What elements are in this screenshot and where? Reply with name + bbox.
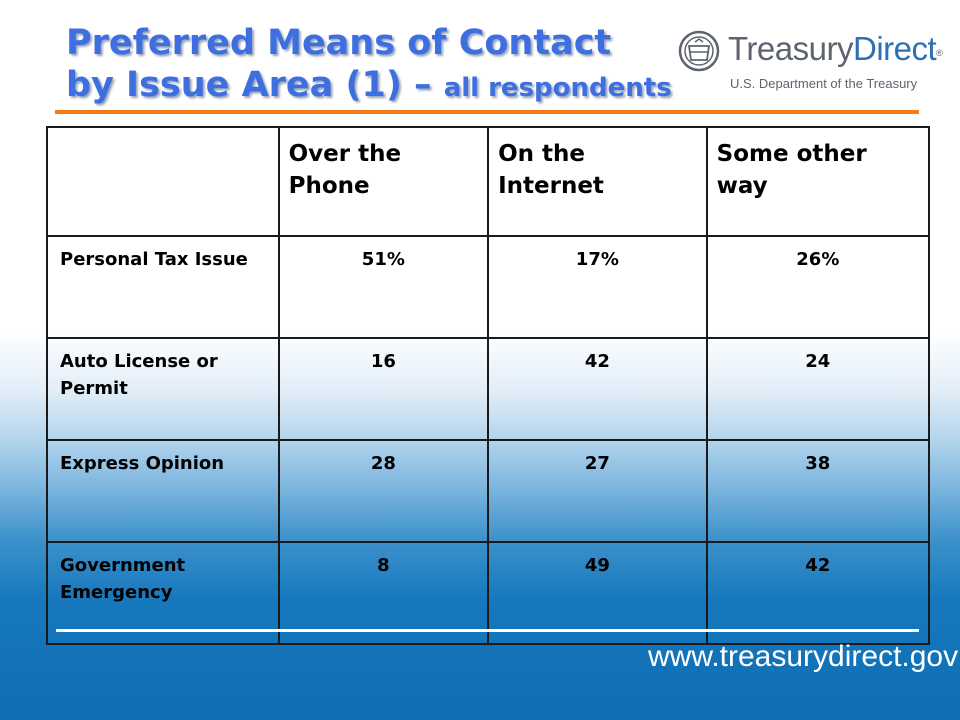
cell-value: 27 [487, 439, 708, 543]
row-label: Auto License or Permit [46, 337, 280, 441]
logo-trademark: ® [936, 48, 943, 58]
title-line-1: Preferred Means of Contact [66, 23, 612, 63]
cell-value: 16 [277, 337, 490, 441]
cell-value: 28 [277, 439, 490, 543]
treasury-seal-icon [678, 30, 720, 72]
row-label: Personal Tax Issue [46, 235, 280, 339]
footer-url[interactable]: www.treasurydirect.gov [648, 640, 959, 673]
cell-value: 26% [705, 235, 931, 339]
logo-subtitle: U.S. Department of the Treasury [730, 76, 918, 91]
header-over-the-phone: Over the Phone [277, 126, 490, 237]
cell-value: 17% [487, 235, 708, 339]
header-on-the-internet: On the Internet [487, 126, 708, 237]
cell-value: 42 [487, 337, 708, 441]
table-row: Personal Tax Issue 51% 17% 26% [46, 235, 931, 339]
footer-divider [56, 629, 919, 632]
title-line-2-main: by Issue Area (1) – [66, 65, 444, 105]
header-some-other-way: Some other way [705, 126, 931, 237]
cell-value: 8 [277, 541, 490, 645]
title-line-2: by Issue Area (1) – all respondents [66, 64, 672, 109]
row-label: Express Opinion [46, 439, 280, 543]
header-corner-cell [46, 126, 280, 237]
cell-value: 38 [705, 439, 931, 543]
title-line-2-small: all respondents [443, 73, 672, 103]
cell-value: 24 [705, 337, 931, 441]
table-row: Auto License or Permit 16 42 24 [46, 337, 931, 441]
slide-title: Preferred Means of Contact by Issue Area… [66, 22, 672, 109]
table-row: Government Emergency 8 49 42 [46, 541, 931, 645]
logo-word-direct: Direct [852, 30, 937, 67]
logo-wordmark: TreasuryDirect® [728, 30, 943, 68]
cell-value: 51% [277, 235, 490, 339]
title-divider [55, 110, 919, 114]
cell-value: 49 [487, 541, 708, 645]
table-header-row: Over the Phone On the Internet Some othe… [46, 126, 931, 237]
table-row: Express Opinion 28 27 38 [46, 439, 931, 543]
contact-table: Over the Phone On the Internet Some othe… [46, 126, 931, 645]
row-label: Government Emergency [46, 541, 280, 645]
cell-value: 42 [705, 541, 931, 645]
logo-word-treasury: Treasury [728, 30, 853, 67]
treasury-direct-logo: TreasuryDirect® U.S. Department of the T… [678, 26, 943, 96]
